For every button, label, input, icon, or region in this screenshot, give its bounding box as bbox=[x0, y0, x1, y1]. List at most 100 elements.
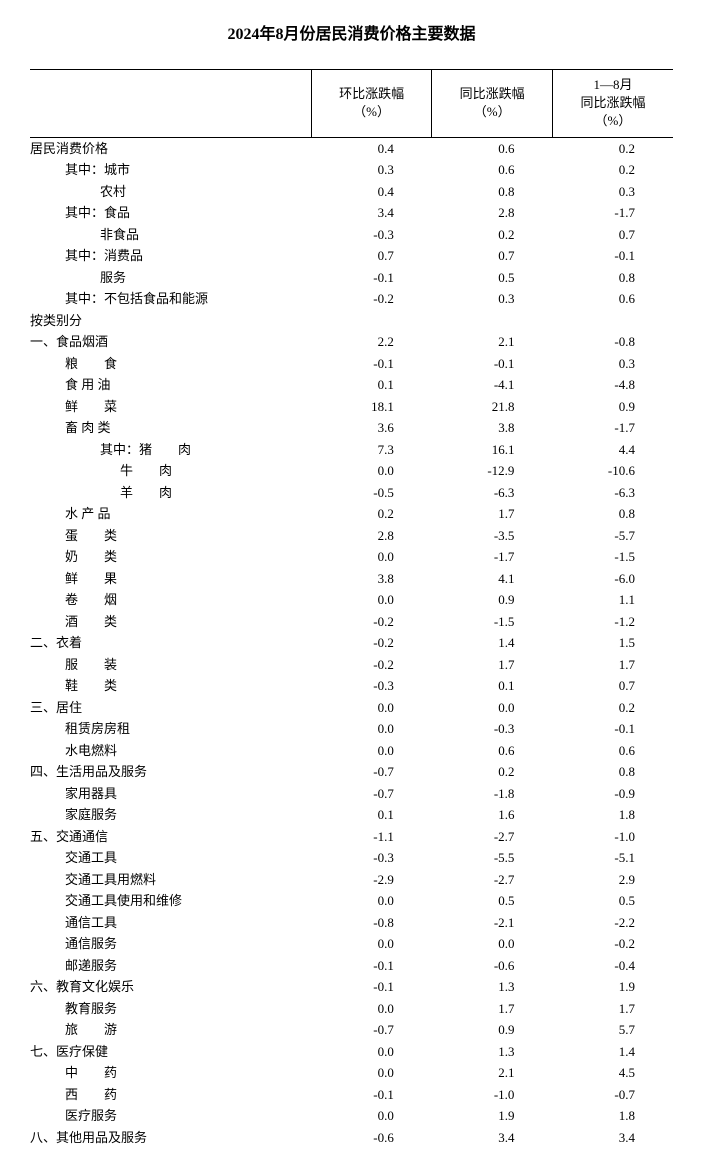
page-title: 2024年8月份居民消费价格主要数据 bbox=[30, 20, 673, 44]
row-label: 鞋 类 bbox=[30, 675, 311, 697]
table-row: 通信服务0.00.0-0.2 bbox=[30, 933, 673, 955]
row-value: 0.2 bbox=[311, 503, 432, 525]
row-value: -1.7 bbox=[432, 546, 553, 568]
row-value: -4.1 bbox=[432, 374, 553, 396]
table-row: 其中：食品3.42.8-1.7 bbox=[30, 202, 673, 224]
row-label: 奶 类 bbox=[30, 546, 311, 568]
row-label: 居民消费价格 bbox=[30, 137, 311, 159]
row-label: 粮 食 bbox=[30, 353, 311, 375]
row-value: 0.2 bbox=[552, 159, 673, 181]
row-label: 邮递服务 bbox=[30, 955, 311, 977]
table-row: 粮 食-0.1-0.10.3 bbox=[30, 353, 673, 375]
row-value: 0.8 bbox=[552, 267, 673, 289]
row-value: 0.0 bbox=[311, 697, 432, 719]
table-row: 交通工具使用和维修0.00.50.5 bbox=[30, 890, 673, 912]
row-value: 0.3 bbox=[552, 181, 673, 203]
row-label: 其中：不包括食品和能源 bbox=[30, 288, 311, 310]
row-value: -6.0 bbox=[552, 568, 673, 590]
row-value: 0.5 bbox=[432, 890, 553, 912]
row-label: 其中：猪 肉 bbox=[30, 439, 311, 461]
row-label: 五、交通通信 bbox=[30, 826, 311, 848]
header-mom-label: 环比涨跌幅 bbox=[339, 86, 404, 101]
table-row: 畜 肉 类3.63.8-1.7 bbox=[30, 417, 673, 439]
row-value: 0.6 bbox=[432, 159, 553, 181]
row-value: -6.3 bbox=[432, 482, 553, 504]
table-row: 一、食品烟酒2.22.1-0.8 bbox=[30, 331, 673, 353]
row-value: -0.3 bbox=[311, 847, 432, 869]
row-value: 0.0 bbox=[311, 998, 432, 1020]
row-label: 租赁房房租 bbox=[30, 718, 311, 740]
row-value: 0.8 bbox=[552, 761, 673, 783]
row-label: 教育服务 bbox=[30, 998, 311, 1020]
row-value: 0.9 bbox=[432, 589, 553, 611]
cpi-table: 环比涨跌幅 （%） 同比涨跌幅 （%） 1—8月 同比涨跌幅 （%） 居民消费价… bbox=[30, 69, 673, 1148]
row-value: -0.2 bbox=[311, 611, 432, 633]
row-value: 0.6 bbox=[432, 740, 553, 762]
row-label: 旅 游 bbox=[30, 1019, 311, 1041]
row-value: 0.7 bbox=[432, 245, 553, 267]
row-value: 1.7 bbox=[432, 654, 553, 676]
table-row: 四、生活用品及服务-0.70.20.8 bbox=[30, 761, 673, 783]
row-label: 交通工具用燃料 bbox=[30, 869, 311, 891]
row-value: -6.3 bbox=[552, 482, 673, 504]
table-row: 家用器具-0.7-1.8-0.9 bbox=[30, 783, 673, 805]
table-header-row: 环比涨跌幅 （%） 同比涨跌幅 （%） 1—8月 同比涨跌幅 （%） bbox=[30, 70, 673, 138]
row-value: 0.8 bbox=[432, 181, 553, 203]
row-label: 西 药 bbox=[30, 1084, 311, 1106]
table-row: 居民消费价格0.40.60.2 bbox=[30, 137, 673, 159]
row-label: 六、教育文化娱乐 bbox=[30, 976, 311, 998]
row-value: 1.7 bbox=[552, 998, 673, 1020]
row-label: 七、医疗保健 bbox=[30, 1041, 311, 1063]
row-value: -1.7 bbox=[552, 202, 673, 224]
row-label: 酒 类 bbox=[30, 611, 311, 633]
row-value: 3.4 bbox=[311, 202, 432, 224]
row-value: 3.6 bbox=[311, 417, 432, 439]
table-row: 鞋 类-0.30.10.7 bbox=[30, 675, 673, 697]
row-label: 卷 烟 bbox=[30, 589, 311, 611]
row-value: 1.4 bbox=[552, 1041, 673, 1063]
row-value: 1.9 bbox=[432, 1105, 553, 1127]
row-value: -1.2 bbox=[552, 611, 673, 633]
row-value: -1.5 bbox=[552, 546, 673, 568]
row-value bbox=[311, 310, 432, 332]
row-value: 0.0 bbox=[311, 1041, 432, 1063]
row-value: 1.3 bbox=[432, 976, 553, 998]
row-value: 0.0 bbox=[311, 460, 432, 482]
row-label: 按类别分 bbox=[30, 310, 311, 332]
row-value: 3.8 bbox=[311, 568, 432, 590]
table-row: 水电燃料0.00.60.6 bbox=[30, 740, 673, 762]
table-row: 其中：城市0.30.60.2 bbox=[30, 159, 673, 181]
row-value: -0.7 bbox=[311, 1019, 432, 1041]
row-value: 21.8 bbox=[432, 396, 553, 418]
row-label: 鲜 果 bbox=[30, 568, 311, 590]
row-value: 4.5 bbox=[552, 1062, 673, 1084]
row-value: 0.0 bbox=[432, 933, 553, 955]
row-value: -1.0 bbox=[432, 1084, 553, 1106]
row-value: 0.5 bbox=[432, 267, 553, 289]
header-label-col bbox=[30, 70, 311, 138]
row-label: 食 用 油 bbox=[30, 374, 311, 396]
table-row: 教育服务0.01.71.7 bbox=[30, 998, 673, 1020]
row-value: 5.7 bbox=[552, 1019, 673, 1041]
table-row: 七、医疗保健0.01.31.4 bbox=[30, 1041, 673, 1063]
row-value: 7.3 bbox=[311, 439, 432, 461]
row-value: -0.1 bbox=[432, 353, 553, 375]
row-value: -2.9 bbox=[311, 869, 432, 891]
header-ytd-range: 1—8月 bbox=[593, 77, 632, 92]
row-label: 交通工具使用和维修 bbox=[30, 890, 311, 912]
header-yoy: 同比涨跌幅 （%） bbox=[432, 70, 553, 138]
table-row: 鲜 菜18.121.80.9 bbox=[30, 396, 673, 418]
row-label: 农村 bbox=[30, 181, 311, 203]
row-value: -2.2 bbox=[552, 912, 673, 934]
row-value: 2.9 bbox=[552, 869, 673, 891]
row-label: 通信工具 bbox=[30, 912, 311, 934]
row-label: 通信服务 bbox=[30, 933, 311, 955]
table-row: 其中：消费品0.70.7-0.1 bbox=[30, 245, 673, 267]
row-value: 0.7 bbox=[552, 675, 673, 697]
row-value: 2.8 bbox=[432, 202, 553, 224]
row-value: -0.3 bbox=[432, 718, 553, 740]
row-value: 4.1 bbox=[432, 568, 553, 590]
row-label: 其中：城市 bbox=[30, 159, 311, 181]
row-label: 三、居住 bbox=[30, 697, 311, 719]
row-value bbox=[432, 310, 553, 332]
